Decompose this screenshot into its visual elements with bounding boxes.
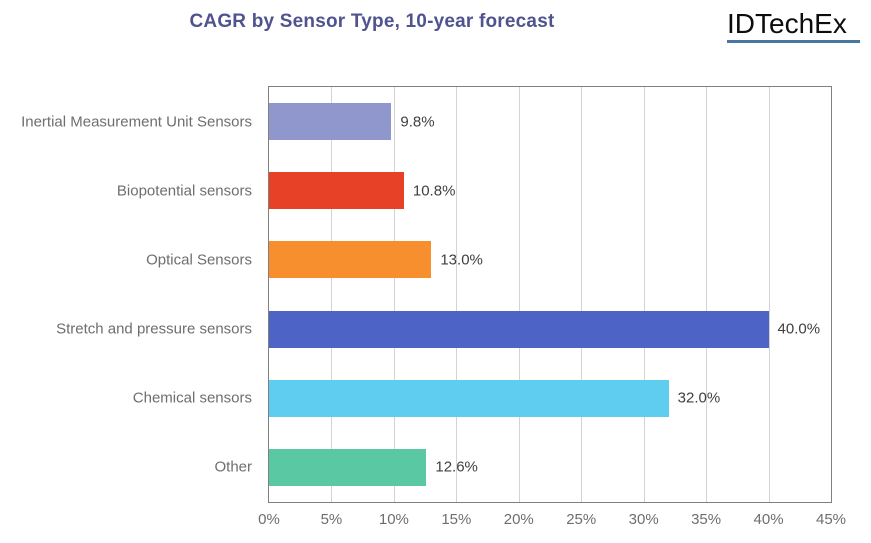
x-axis-labels: 0% 5% 10% 15% 20% 25% 30% 35% 40% 45%: [258, 511, 846, 533]
x-tick-30: 30%: [628, 511, 659, 528]
value-label-optical-sensors: 13.0%: [440, 251, 483, 269]
gridline-20: [518, 87, 520, 502]
bar-chemical-sensors: [269, 379, 669, 417]
gridline-40: [768, 87, 770, 502]
plot-area: 9.8% 10.8% 13.0% 40.0% 32.0% 12.6%: [268, 86, 832, 503]
chart-title: CAGR by Sensor Type, 10-year forecast: [189, 11, 555, 32]
category-label-inertial-measurement-unit-sensors: Inertial Measurement Unit Sensors: [21, 113, 252, 131]
value-label-other: 12.6%: [435, 458, 478, 476]
bar-other: [269, 448, 427, 486]
value-label-inertial-measurement-unit-sensors: 9.8%: [400, 113, 435, 131]
gridline-25: [581, 87, 583, 502]
category-label-biopotential-sensors: Biopotential sensors: [116, 182, 252, 200]
bar-inertial-measurement-unit-sensors: [269, 103, 392, 141]
x-tick-35: 35%: [691, 511, 722, 528]
x-tick-5: 5%: [320, 511, 343, 528]
bar-optical-sensors: [269, 241, 432, 279]
category-label-chemical-sensors: Chemical sensors: [132, 389, 252, 407]
bar-stretch-and-pressure-sensors: [269, 310, 769, 348]
x-tick-0: 0%: [258, 511, 280, 528]
category-label-stretch-and-pressure-sensors: Stretch and pressure sensors: [56, 320, 252, 338]
gridline-10: [393, 87, 395, 502]
x-tick-40: 40%: [753, 511, 784, 528]
value-label-stretch-and-pressure-sensors: 40.0%: [777, 320, 821, 338]
y-axis-labels: Inertial Measurement Unit Sensors Biopote…: [0, 87, 252, 502]
category-label-optical-sensors: Optical Sensors: [146, 251, 252, 269]
x-tick-25: 25%: [566, 511, 597, 528]
gridline-30: [643, 87, 645, 502]
value-label-chemical-sensors: 32.0%: [677, 389, 721, 407]
gridline-35: [706, 87, 708, 502]
gridline-15: [456, 87, 458, 502]
idtechex-logo: IDTechEx: [727, 9, 860, 43]
category-label-other: Other: [214, 458, 252, 476]
bar-biopotential-sensors: [269, 172, 404, 210]
x-tick-45: 45%: [815, 511, 847, 528]
idtechex-logo-text: IDTechEx: [727, 8, 847, 39]
gridline-5: [331, 87, 333, 502]
value-label-biopotential-sensors: 10.8%: [412, 182, 456, 200]
x-tick-15: 15%: [441, 511, 472, 528]
x-tick-20: 20%: [503, 511, 534, 528]
x-tick-10: 10%: [378, 511, 409, 528]
idtechex-logo-underline: [727, 40, 860, 43]
